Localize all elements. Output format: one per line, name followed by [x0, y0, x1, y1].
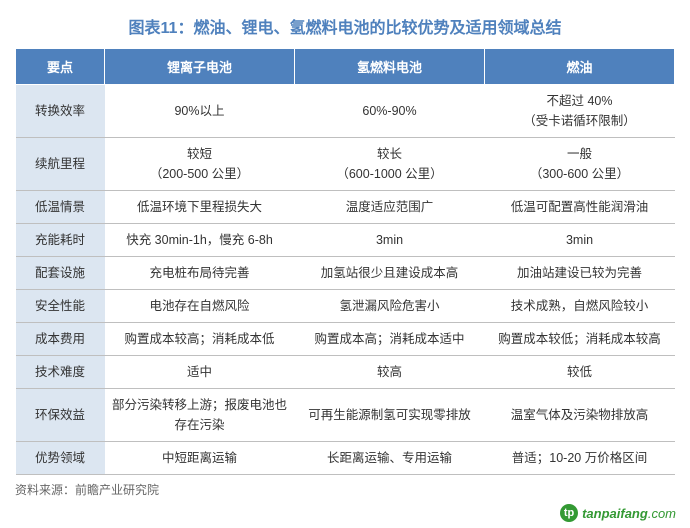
- cell: 低温可配置高性能润滑油: [485, 191, 675, 224]
- cell: 可再生能源制氢可实现零排放: [295, 389, 485, 442]
- table-row: 充能耗时快充 30min-1h，慢充 6-8h3min3min: [16, 224, 675, 257]
- row-label: 优势领域: [16, 442, 105, 475]
- cell: 技术成熟，自燃风险较小: [485, 290, 675, 323]
- footer-brand: tp tanpaifang.com: [0, 502, 690, 528]
- cell: 较短（200-500 公里）: [105, 138, 295, 191]
- cell: 购置成本较低；消耗成本较高: [485, 323, 675, 356]
- cell: 加氢站很少且建设成本高: [295, 257, 485, 290]
- col-fuel: 燃油: [485, 49, 675, 85]
- cell: 加油站建设已较为完善: [485, 257, 675, 290]
- cell: 3min: [485, 224, 675, 257]
- row-label: 安全性能: [16, 290, 105, 323]
- row-label: 转换效率: [16, 85, 105, 138]
- table-row: 成本费用购置成本较高；消耗成本低购置成本高；消耗成本适中购置成本较低；消耗成本较…: [16, 323, 675, 356]
- row-label: 充能耗时: [16, 224, 105, 257]
- cell: 电池存在自燃风险: [105, 290, 295, 323]
- col-key: 要点: [16, 49, 105, 85]
- table-row: 优势领域中短距离运输长距离运输、专用运输普适；10-20 万价格区间: [16, 442, 675, 475]
- cell: 不超过 40%（受卡诺循环限制）: [485, 85, 675, 138]
- cell: 3min: [295, 224, 485, 257]
- table-row: 转换效率90%以上60%-90%不超过 40%（受卡诺循环限制）: [16, 85, 675, 138]
- col-lithium: 锂离子电池: [105, 49, 295, 85]
- cell: 快充 30min-1h，慢充 6-8h: [105, 224, 295, 257]
- cell: 部分污染转移上游；报废电池也存在污染: [105, 389, 295, 442]
- footer-domain: tanpaifang.com: [582, 506, 676, 521]
- cell: 低温环境下里程损失大: [105, 191, 295, 224]
- cell: 一般（300-600 公里）: [485, 138, 675, 191]
- chart-title: 图表11：燃油、锂电、氢燃料电池的比较优势及适用领域总结: [0, 0, 690, 48]
- cell: 90%以上: [105, 85, 295, 138]
- cell: 温室气体及污染物排放高: [485, 389, 675, 442]
- cell: 温度适应范围广: [295, 191, 485, 224]
- cell: 较长（600-1000 公里）: [295, 138, 485, 191]
- row-label: 低温情景: [16, 191, 105, 224]
- table-row: 续航里程较短（200-500 公里）较长（600-1000 公里）一般（300-…: [16, 138, 675, 191]
- table-row: 安全性能电池存在自燃风险氢泄漏风险危害小技术成熟，自燃风险较小: [16, 290, 675, 323]
- table-row: 低温情景低温环境下里程损失大温度适应范围广低温可配置高性能润滑油: [16, 191, 675, 224]
- table-row: 配套设施充电桩布局待完善加氢站很少且建设成本高加油站建设已较为完善: [16, 257, 675, 290]
- cell: 中短距离运输: [105, 442, 295, 475]
- table-row: 技术难度适中较高较低: [16, 356, 675, 389]
- cell: 较高: [295, 356, 485, 389]
- cell: 普适；10-20 万价格区间: [485, 442, 675, 475]
- cell: 购置成本较高；消耗成本低: [105, 323, 295, 356]
- row-label: 配套设施: [16, 257, 105, 290]
- cell: 购置成本高；消耗成本适中: [295, 323, 485, 356]
- cell: 长距离运输、专用运输: [295, 442, 485, 475]
- logo-icon: tp: [560, 504, 578, 522]
- row-label: 技术难度: [16, 356, 105, 389]
- cell: 较低: [485, 356, 675, 389]
- row-label: 环保效益: [16, 389, 105, 442]
- col-hydrogen: 氢燃料电池: [295, 49, 485, 85]
- source-text: 资料来源：前瞻产业研究院: [0, 475, 690, 502]
- cell: 氢泄漏风险危害小: [295, 290, 485, 323]
- cell: 60%-90%: [295, 85, 485, 138]
- comparison-table: 要点 锂离子电池 氢燃料电池 燃油 转换效率90%以上60%-90%不超过 40…: [15, 48, 675, 475]
- row-label: 成本费用: [16, 323, 105, 356]
- row-label: 续航里程: [16, 138, 105, 191]
- cell: 充电桩布局待完善: [105, 257, 295, 290]
- cell: 适中: [105, 356, 295, 389]
- table-row: 环保效益部分污染转移上游；报废电池也存在污染可再生能源制氢可实现零排放温室气体及…: [16, 389, 675, 442]
